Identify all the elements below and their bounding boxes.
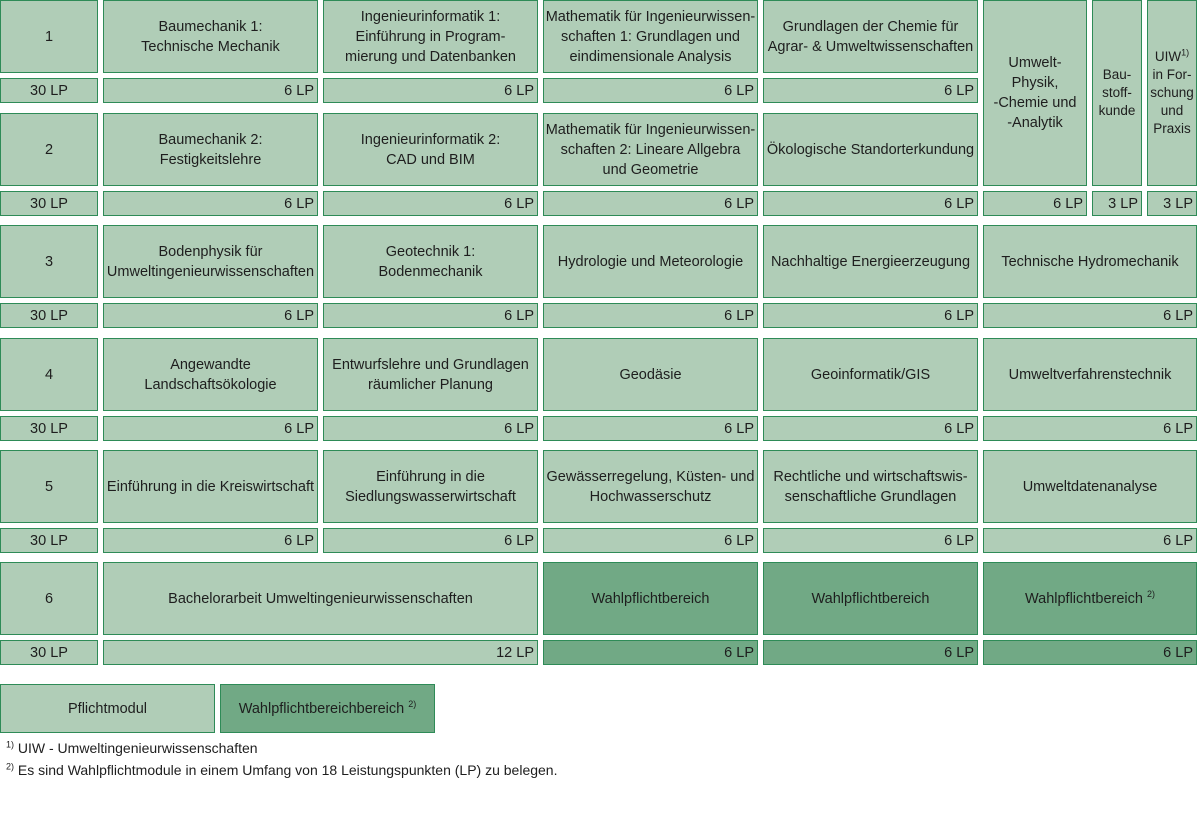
semester-label: 5 [0, 450, 98, 523]
module-cell: Baumechanik 1: Technische Mechanik [103, 0, 318, 73]
semester-credits: 30 LP [0, 191, 98, 216]
module-credits: 6 LP [103, 78, 318, 103]
module-cell-spanning: Umwelt- Physik, -Chemie und -Analytik [983, 0, 1087, 186]
elective-cell: Wahlpflichtbereich 2) [983, 562, 1197, 635]
module-title-rest: in For- schung und Praxis [1150, 67, 1194, 136]
module-cell: Baumechanik 2: Festigkeitslehre [103, 113, 318, 186]
module-credits: 6 LP [543, 303, 758, 328]
footnote-mark: 1) [1181, 47, 1190, 58]
module-credits: 6 LP [103, 303, 318, 328]
footnote-text: UIW - Umweltingenieurwissenschaften [17, 740, 258, 756]
module-cell: Nachhaltige Energieerzeugung [763, 225, 978, 298]
module-credits: 6 LP [323, 416, 538, 441]
footnote-mark: 2) [1146, 588, 1155, 599]
module-cell: Ingenieurinformatik 2: CAD und BIM [323, 113, 538, 186]
module-credits: 6 LP [543, 416, 758, 441]
module-cell: Bodenphysik für Umweltingenieurwissensch… [103, 225, 318, 298]
module-credits: 6 LP [983, 528, 1197, 553]
semester-label: 3 [0, 225, 98, 298]
module-credits: 6 LP [103, 191, 318, 216]
module-cell: Hydrologie und Meteorologie [543, 225, 758, 298]
module-cell: Geotechnik 1: Bodenmechanik [323, 225, 538, 298]
module-title: UIW [1154, 49, 1182, 64]
module-credits: 6 LP [323, 528, 538, 553]
semester-label: 1 [0, 0, 98, 73]
elective-title: Wahlpflichtbereich [1025, 590, 1143, 607]
module-cell: Einführung in die Kreiswirtschaft [103, 450, 318, 523]
module-credits: 6 LP [103, 416, 318, 441]
module-cell: Geoinformatik/GIS [763, 338, 978, 411]
module-credits: 12 LP [103, 640, 538, 665]
module-credits: 6 LP [983, 640, 1197, 665]
elective-cell: Wahlpflichtbereich [543, 562, 758, 635]
footnote-mark: 2) [408, 698, 417, 709]
module-credits: 6 LP [763, 303, 978, 328]
module-credits: 6 LP [763, 528, 978, 553]
thesis-cell: Bachelorarbeit Umweltingenieurwissenscha… [103, 562, 538, 635]
footnote-mark: 2) [6, 761, 15, 772]
footnote-mark: 1) [6, 739, 15, 750]
module-cell: Mathematik für Ingenieurwissen- schaften… [543, 0, 758, 73]
module-cell: Umweltverfahrenstechnik [983, 338, 1197, 411]
module-cell: Geodäsie [543, 338, 758, 411]
module-cell: Grundlagen der Chemie für Agrar- & Umwel… [763, 0, 978, 73]
module-credits: 3 LP [1092, 191, 1142, 216]
module-cell: Angewandte Landschaftsökologie [103, 338, 318, 411]
semester-credits: 30 LP [0, 78, 98, 103]
module-credits: 6 LP [543, 640, 758, 665]
module-credits: 6 LP [763, 640, 978, 665]
semester-credits: 30 LP [0, 528, 98, 553]
module-credits: 6 LP [543, 78, 758, 103]
semester-label: 4 [0, 338, 98, 411]
elective-cell: Wahlpflichtbereich [763, 562, 978, 635]
module-credits: 6 LP [323, 78, 538, 103]
module-cell: Mathematik für Ingenieurwissen- schaften… [543, 113, 758, 186]
semester-label: 2 [0, 113, 98, 186]
module-credits: 6 LP [763, 416, 978, 441]
module-credits: 6 LP [103, 528, 318, 553]
module-cell: Rechtliche und wirtschaftswis- senschaft… [763, 450, 978, 523]
module-credits: 6 LP [323, 303, 538, 328]
module-credits: 6 LP [323, 191, 538, 216]
module-cell: Ökologische Standorterkundung [763, 113, 978, 186]
module-credits: 6 LP [543, 528, 758, 553]
module-credits: 6 LP [983, 303, 1197, 328]
module-cell: Ingenieurinformatik 1: Einführung in Pro… [323, 0, 538, 73]
legend-elective-label: Wahlpflichtbereichbereich [238, 700, 405, 717]
module-cell: Umweltdatenanalyse [983, 450, 1197, 523]
module-credits: 6 LP [763, 191, 978, 216]
module-cell-spanning: UIW1) in For- schung und Praxis [1147, 0, 1197, 186]
semester-credits: 30 LP [0, 303, 98, 328]
legend-elective: Wahlpflichtbereichbereich 2) [220, 684, 435, 733]
legend-mandatory: Pflichtmodul [0, 684, 215, 733]
module-credits: 3 LP [1147, 191, 1197, 216]
module-credits: 6 LP [543, 191, 758, 216]
semester-credits: 30 LP [0, 416, 98, 441]
module-credits: 6 LP [983, 416, 1197, 441]
footnote-2: 2) Es sind Wahlpflichtmodule in einem Um… [6, 760, 557, 780]
module-cell: Entwurfslehre und Grundlagen räumlicher … [323, 338, 538, 411]
footnote-1: 1) UIW - Umweltingenieurwissenschaften [6, 738, 258, 758]
footnote-text: Es sind Wahlpflichtmodule in einem Umfan… [17, 762, 558, 778]
semester-label: 6 [0, 562, 98, 635]
module-credits: 6 LP [763, 78, 978, 103]
module-cell: Einführung in die Siedlungswasserwirtsch… [323, 450, 538, 523]
module-credits: 6 LP [983, 191, 1087, 216]
module-cell: Technische Hydromechanik [983, 225, 1197, 298]
module-cell: Gewässerregelung, Küsten- und Hochwasser… [543, 450, 758, 523]
semester-credits: 30 LP [0, 640, 98, 665]
module-cell-spanning: Bau- stoff- kunde [1092, 0, 1142, 186]
